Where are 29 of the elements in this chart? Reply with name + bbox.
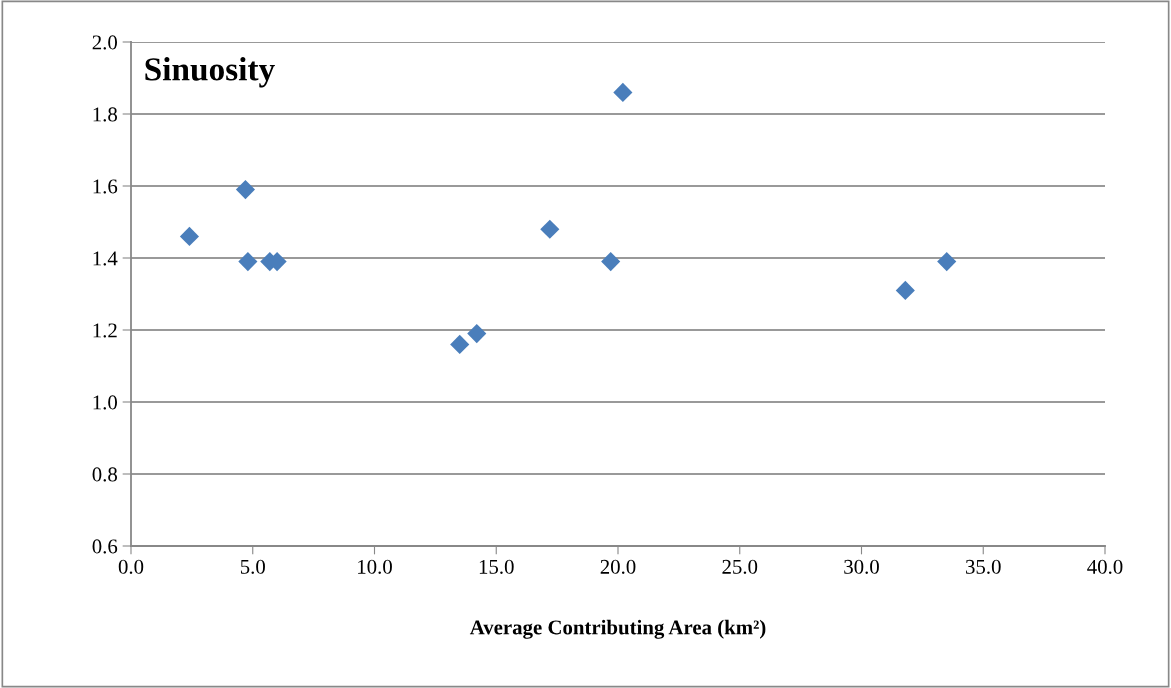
x-tick-label: 35.0	[966, 559, 1001, 574]
y-tick-label: 0.8	[92, 467, 118, 482]
point	[238, 252, 258, 272]
x-tick-label: 25.0	[722, 559, 758, 574]
point	[467, 324, 487, 344]
x-tick-label: 5.0	[240, 559, 265, 574]
x-axis-title: Average Contributing Area (km²)	[469, 619, 766, 639]
y-tick-label: 2.0	[92, 35, 118, 50]
point	[179, 226, 200, 246]
point	[613, 82, 633, 102]
point	[450, 334, 470, 354]
y-tick-label: 1.2	[93, 323, 117, 338]
point	[895, 280, 915, 300]
point	[937, 252, 957, 272]
y-tick-label: 1.6	[93, 179, 118, 194]
y-tick-label: 1.8	[93, 107, 118, 122]
x-tick-label: 0.0	[118, 559, 144, 574]
x-tick-label: 10.0	[358, 559, 392, 574]
x-tick-label: 30.0	[844, 559, 879, 574]
chart-title: Sinuosity	[145, 57, 275, 88]
x-tick-label: 20.0	[600, 559, 636, 574]
point	[235, 180, 256, 200]
x-tick-label: 15.0	[479, 559, 514, 574]
y-tick-label: 1.4	[93, 251, 118, 266]
y-tick-label: 1.0	[93, 395, 118, 410]
point	[601, 252, 621, 272]
point	[540, 219, 560, 239]
x-tick-label: 40.0	[1087, 559, 1123, 574]
y-tick-label: 0.6	[92, 539, 118, 554]
